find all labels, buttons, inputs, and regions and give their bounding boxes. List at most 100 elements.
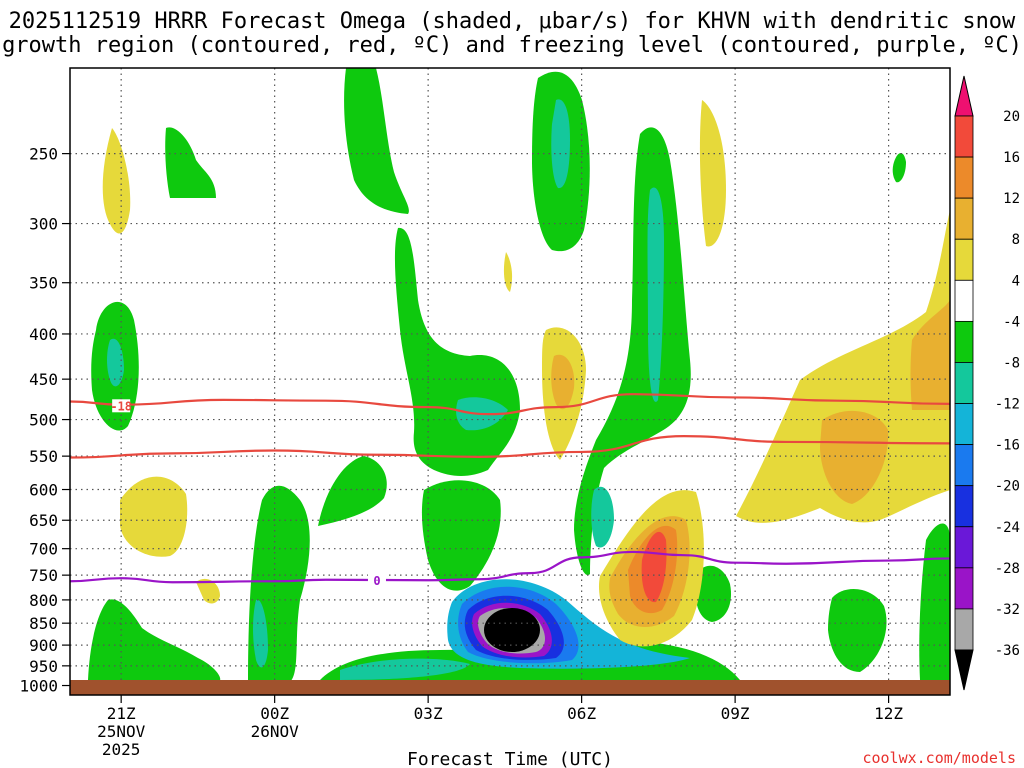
omega-region-green <box>919 523 950 680</box>
chart-title-line2: growth region (contoured, red, ºC) and f… <box>2 33 1022 58</box>
omega-region-yellow <box>736 210 950 523</box>
y-tick-label: 300 <box>29 215 58 234</box>
colorbar-label: -36 <box>995 643 1020 659</box>
colorbar-bin <box>954 526 974 569</box>
colorbar-bin <box>954 320 974 363</box>
omega-region-black <box>484 608 540 652</box>
colorbar-bin <box>954 238 974 281</box>
colorbar-label: 20 <box>1003 109 1020 125</box>
colorbar-top-triangle <box>954 75 974 117</box>
y-tick-label: 1000 <box>19 677 58 696</box>
colorbar-label: 8 <box>1012 232 1020 248</box>
x-tick-date: 25NOV <box>97 722 146 741</box>
colorbar-label: -32 <box>995 602 1020 618</box>
y-tick-label: 550 <box>29 447 58 466</box>
omega-region-teal <box>253 599 268 668</box>
pressure-axis: 250 300 350 400 450 500 550 600 650 700 750 800 850 9… <box>19 145 70 696</box>
omega-region-green <box>165 127 216 198</box>
x-tick-date: 26NOV <box>251 722 300 741</box>
x-axis-title: Forecast Time (UTC) <box>407 749 613 768</box>
contour-label: 0 <box>373 574 380 588</box>
omega-region-yellow <box>120 476 188 557</box>
colorbar-label: 16 <box>1003 150 1020 166</box>
x-tick-label: 12Z <box>874 704 903 723</box>
omega-region-gold <box>551 354 575 410</box>
plot-area: -18 0 <box>69 67 951 696</box>
y-tick-label: 800 <box>29 591 58 610</box>
contour-dgz-minus12 <box>69 434 951 459</box>
colorbar-label: -16 <box>995 438 1020 454</box>
site-credit[interactable]: coolwx.com/models <box>862 749 1016 767</box>
omega-region-green <box>892 153 906 183</box>
y-tick-label: 900 <box>29 636 58 655</box>
y-tick-label: 250 <box>29 145 58 164</box>
colorbar-label: -8 <box>1003 355 1020 371</box>
y-tick-label: 850 <box>29 614 58 633</box>
y-tick-label: 650 <box>29 511 58 530</box>
y-tick-label: 750 <box>29 566 58 585</box>
omega-region-teal <box>340 658 470 680</box>
omega-region-yellow <box>699 100 726 247</box>
colorbar-label: 4 <box>1012 273 1020 289</box>
colorbar-bin <box>954 444 974 487</box>
contour-freezing-level <box>69 550 951 584</box>
colorbar-label: 12 <box>1003 191 1020 207</box>
omega-region-yellow <box>196 578 220 604</box>
colorbar-label: -28 <box>995 561 1020 577</box>
contour-lines: -18 0 <box>69 393 951 588</box>
chart-title-line1: 2025112519 HRRR Forecast Omega (shaded, … <box>9 9 1016 34</box>
colorbar-label: -12 <box>995 397 1020 413</box>
omega-region-green <box>88 599 221 682</box>
omega-region-teal <box>107 338 124 387</box>
omega-region-green <box>828 588 887 672</box>
colorbar-bin <box>954 156 974 199</box>
colorbar-label: -20 <box>995 479 1020 495</box>
colorbar-bin <box>954 115 974 158</box>
omega-region-yellow <box>503 252 513 292</box>
y-tick-label: 450 <box>29 370 58 389</box>
x-tick-label: 06Z <box>567 704 596 723</box>
colorbar-label: -4 <box>1003 314 1020 330</box>
x-tick-label: 03Z <box>414 704 443 723</box>
contour-label: -18 <box>110 399 132 413</box>
omega-shading <box>88 68 950 682</box>
y-tick-label: 700 <box>29 540 58 559</box>
colorbar-bin <box>954 485 974 528</box>
colorbar-bin <box>954 403 974 446</box>
x-tick-label: 09Z <box>721 704 750 723</box>
omega-region-gold <box>820 410 889 504</box>
colorbar-bin <box>954 362 974 404</box>
y-tick-label: 950 <box>29 657 58 676</box>
omega-region-green <box>421 480 501 591</box>
omega-region-green <box>318 456 387 526</box>
colorbar-bin <box>954 567 974 610</box>
x-tick-label: 21Z <box>107 704 136 723</box>
x-tick-year: 2025 <box>102 740 141 759</box>
omega-region-teal <box>591 486 614 548</box>
y-tick-label: 350 <box>29 274 58 293</box>
plot-frame <box>69 67 951 696</box>
colorbar-bin <box>954 608 974 651</box>
colorbar-bin <box>954 279 974 322</box>
contour-dgz-minus18 <box>69 393 951 416</box>
omega-region-red <box>641 531 667 603</box>
colorbar-bin <box>954 197 974 240</box>
colorbar-bottom-triangle <box>954 649 974 691</box>
omega-region-teal <box>551 99 570 189</box>
omega-region-gold <box>910 300 950 410</box>
omega-region-yellow <box>102 128 131 234</box>
ground-surface-bar <box>70 680 950 695</box>
y-tick-label: 600 <box>29 481 58 500</box>
contour-label-bg <box>112 399 131 413</box>
omega-colorbar: 20 16 12 8 4 -4 -8 -12 -16 -20 -24 -28 -32 -36 <box>954 75 1020 691</box>
contour-label-bg <box>367 574 386 588</box>
omega-region-teal <box>647 187 664 402</box>
y-tick-label: 400 <box>29 325 58 344</box>
omega-region-green <box>695 565 732 622</box>
colorbar-label: -24 <box>995 520 1020 536</box>
x-tick-label: 00Z <box>260 704 289 723</box>
y-tick-label: 500 <box>29 411 58 430</box>
omega-region-green <box>344 68 409 214</box>
